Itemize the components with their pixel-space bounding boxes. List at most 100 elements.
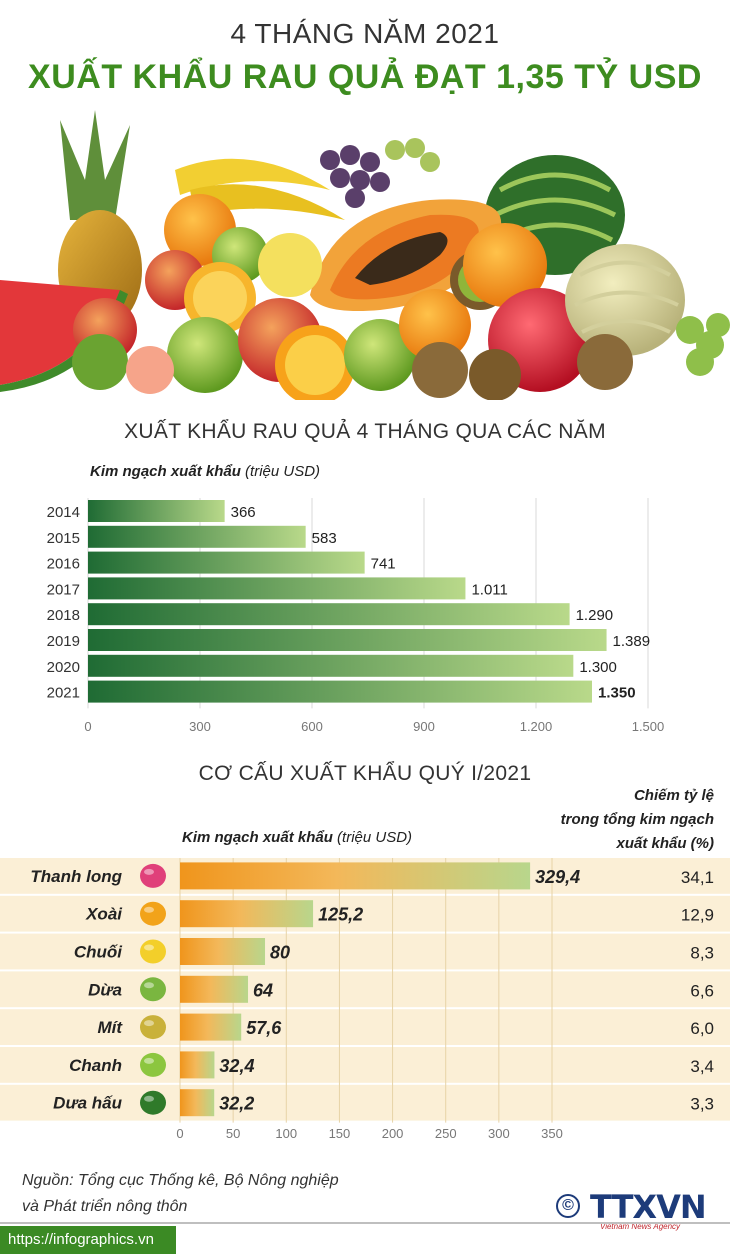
- chart1-value-label: 366: [231, 504, 256, 521]
- chart2-share-label: 6,0: [690, 1019, 714, 1038]
- chart2-value-label: 32,2: [219, 1094, 254, 1114]
- fruit-illustration: [0, 110, 730, 400]
- section1-axis-title: Kim ngạch xuất khẩu (triệu USD): [90, 463, 320, 480]
- chart2-bar: [180, 900, 314, 928]
- section2-title: CƠ CẤU XUẤT KHẨU QUÝ I/2021: [198, 762, 532, 785]
- banana-icon: [140, 939, 166, 964]
- fruit-icon-highlight: [144, 1095, 154, 1102]
- chart2-fruit-label: Xoài: [85, 905, 123, 924]
- footer-divider: [0, 1222, 730, 1224]
- chart2-fruit-label: Chanh: [69, 1056, 122, 1075]
- chart2-share-label: 3,3: [690, 1095, 714, 1114]
- fruit-icon-body: [140, 939, 166, 964]
- chart2-x-tick-label: 100: [275, 1126, 297, 1141]
- chart1-value-label: 1.011: [471, 581, 507, 598]
- chart1-year-label: 2017: [47, 581, 80, 598]
- chart2-x-tick-label: 0: [176, 1126, 183, 1141]
- share-header-line-2: trong tổng kim ngạch: [560, 811, 714, 828]
- fruit-structure-chart: 0 50 100 150 200 250 300 350 Thanh long 329,4 34,1…: [0, 858, 730, 1141]
- section1-title: XUẤT KHẨU RAU QUẢ 4 THÁNG QUA CÁC NĂM: [124, 420, 606, 443]
- chart1-year-label: 2020: [47, 659, 80, 676]
- chart2-value-label: 32,4: [219, 1056, 254, 1076]
- chart2-value-label: 57,6: [246, 1018, 282, 1038]
- chart1-bar: [88, 577, 466, 600]
- fruit-icon-highlight: [144, 868, 154, 875]
- chart1-value-label: 583: [312, 530, 337, 547]
- chart2-share-label: 12,9: [681, 906, 714, 925]
- chart2-x-tick-label: 150: [329, 1126, 351, 1141]
- chart1-bar: [88, 654, 574, 677]
- coconut-icon: [140, 977, 166, 1002]
- section2-axis-title: Kim ngạch xuất khẩu (triệu USD): [182, 829, 412, 846]
- chart2-bar: [180, 1051, 215, 1079]
- chart1-x-tick-label: 1.500: [632, 719, 665, 734]
- chart1-x-tick-label: 600: [301, 719, 323, 734]
- chart2-share-label: 3,4: [690, 1057, 714, 1076]
- section2-axis-unit: (triệu USD): [337, 829, 413, 846]
- chart2-value-label: 64: [253, 980, 273, 1000]
- chart1-x-tick-label: 0: [84, 719, 91, 734]
- chart1-x-tick-label: 900: [413, 719, 435, 734]
- source-note: Nguồn: Tổng cục Thống kê, Bộ Nông nghiệp…: [22, 1168, 339, 1220]
- chart1-year-label: 2015: [47, 530, 80, 547]
- fruit-icon-body: [140, 1052, 166, 1077]
- chart1-value-label: 741: [371, 556, 396, 573]
- chart2-bar: [180, 938, 266, 965]
- chart2-fruit-label: Chuối: [74, 943, 123, 962]
- chart2-value-label: 329,4: [535, 867, 580, 887]
- section1-axis-unit: (triệu USD): [245, 463, 321, 480]
- chart1-x-tick-label: 1.200: [520, 719, 553, 734]
- jackfruit-icon: [140, 1015, 166, 1040]
- fruit-icon-highlight: [144, 944, 154, 951]
- fruit-icon-body: [140, 1015, 166, 1040]
- chart2-value-label: 125,2: [318, 905, 363, 925]
- section1-axis-label: Kim ngạch xuất khẩu: [90, 463, 241, 480]
- fruit-icon-highlight: [144, 1020, 154, 1027]
- chart2-bar: [180, 862, 531, 890]
- chart1-bar: [88, 551, 365, 574]
- footer-url-link[interactable]: https://infographics.vn: [0, 1226, 176, 1254]
- chart2-fruit-label: Dừa: [88, 980, 122, 999]
- fruit-icon-body: [140, 863, 166, 888]
- chart1-year-label: 2014: [47, 504, 80, 521]
- chart1-value-label: 1.389: [613, 633, 651, 650]
- chart2-share-label: 8,3: [690, 944, 714, 963]
- chart2-value-label: 80: [270, 943, 290, 963]
- section2-axis-label: Kim ngạch xuất khẩu: [182, 829, 333, 846]
- chart1-year-label: 2021: [47, 685, 80, 702]
- chart1-value-label: 1.290: [576, 607, 614, 624]
- chart1-x-tick-label: 300: [189, 719, 211, 734]
- chart2-fruit-label: Dưa hấu: [53, 1094, 122, 1113]
- chart1-bar: [88, 500, 225, 522]
- chart2-row-band: [0, 1009, 730, 1045]
- share-header-line-1: Chiếm tỷ lệ: [633, 787, 714, 804]
- chart1-bar: [88, 525, 306, 548]
- mango-icon: [140, 901, 166, 926]
- chart1-value-label: 1.350: [598, 685, 636, 702]
- chart2-bar: [180, 1089, 215, 1117]
- chart2-x-tick-label: 50: [226, 1126, 240, 1141]
- chart2-row-band: [0, 933, 730, 970]
- chart1-year-label: 2018: [47, 607, 80, 624]
- chart2-x-tick-label: 250: [435, 1126, 457, 1141]
- logo-subtitle: Vietnam News Agency: [600, 1222, 681, 1231]
- copyright-icon: ©: [556, 1194, 580, 1218]
- ttxvn-logo: © TTXVN Vietnam News Agency: [556, 1188, 726, 1231]
- source-line-2: và Phát triển nông thôn: [22, 1198, 188, 1215]
- chart1-value-label: 1.300: [579, 659, 617, 676]
- chart1-bar: [88, 680, 592, 703]
- chart2-fruit-label: Mít: [97, 1018, 123, 1037]
- chart2-fruit-label: Thanh long: [30, 867, 122, 886]
- fruit-icon-highlight: [144, 906, 154, 913]
- chart1-year-label: 2019: [47, 633, 80, 650]
- source-line-1: Nguồn: Tổng cục Thống kê, Bộ Nông nghiệp: [22, 1172, 339, 1189]
- chart2-bar: [180, 1013, 242, 1041]
- chart2-row-band: [0, 1047, 730, 1083]
- chart2-row-band: [0, 895, 730, 932]
- share-header-line-3: xuất khẩu (%): [616, 835, 714, 852]
- fruit-icon-body: [140, 977, 166, 1002]
- yearly-export-chart: 0 300 600 900 1.200 1.500 2014 366 2015 583 2016 74…: [47, 498, 665, 734]
- chart2-bar: [180, 975, 249, 1003]
- chart2-share-label: 34,1: [681, 868, 714, 887]
- fruit-icon-body: [140, 901, 166, 926]
